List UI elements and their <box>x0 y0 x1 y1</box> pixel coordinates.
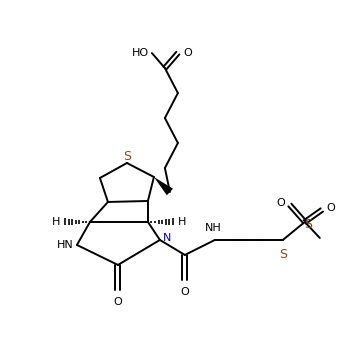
Text: O: O <box>181 287 189 297</box>
Text: H: H <box>178 217 186 227</box>
Text: S: S <box>279 248 287 261</box>
Text: H: H <box>52 217 60 227</box>
Text: S: S <box>304 219 312 232</box>
Text: O: O <box>183 48 192 58</box>
Text: O: O <box>276 198 285 208</box>
Text: N: N <box>163 233 171 243</box>
Text: HN: HN <box>57 240 74 250</box>
Text: O: O <box>114 297 122 307</box>
Polygon shape <box>154 177 173 195</box>
Text: HO: HO <box>132 48 149 58</box>
Text: NH: NH <box>205 223 221 233</box>
Text: S: S <box>123 150 131 163</box>
Text: O: O <box>327 203 336 213</box>
